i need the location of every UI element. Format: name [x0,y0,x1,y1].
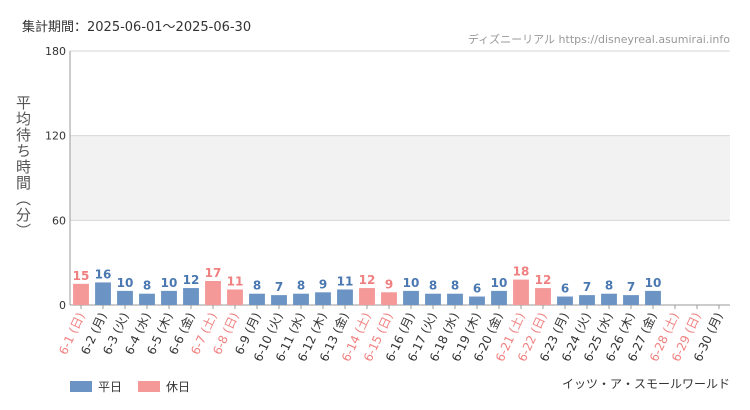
data-label: 7 [275,280,283,294]
bar [469,296,485,305]
bar [73,283,89,305]
data-label: 8 [297,279,305,293]
data-label: 10 [645,276,662,290]
y-tick-label: 60 [52,214,66,227]
data-label: 12 [183,273,200,287]
bar [183,288,199,305]
data-label: 11 [227,274,244,288]
bar [139,293,155,305]
bar [249,293,265,305]
data-label: 15 [73,269,90,283]
bar [359,288,375,305]
legend: 平日 休日 [70,378,206,395]
bar [117,290,133,305]
data-label: 10 [161,276,178,290]
attraction-name: イッツ・ア・スモールワールド [561,377,730,391]
bar [161,290,177,305]
data-label: 6 [473,282,481,296]
source-credit: ディズニーリアル https://disneyreal.asumirai.inf… [467,33,730,46]
bar [513,279,529,305]
grid-band [70,135,730,221]
bar [315,292,331,305]
data-label: 10 [403,276,420,290]
data-label: 12 [359,273,376,287]
legend-item-weekday[interactable]: 平日 [70,378,122,395]
data-label: 7 [583,280,591,294]
data-label: 9 [319,277,327,291]
bar [403,290,419,305]
bar [535,288,551,305]
collection-period: 集計期間：2025-06-01～2025-06-30 [22,20,252,35]
data-label: 6 [561,282,569,296]
data-label: 7 [627,280,635,294]
bar [557,296,573,305]
data-label: 12 [535,273,552,287]
bar [227,289,243,305]
legend-swatch-weekday [70,381,92,392]
data-label: 17 [205,266,222,280]
bar [623,295,639,305]
bar [447,293,463,305]
data-label: 11 [337,274,354,288]
y-tick-label: 120 [45,130,66,143]
y-tick-label: 0 [59,299,66,312]
y-axis-title: 平均待ち時間（分） [14,95,32,239]
data-label: 8 [143,279,151,293]
bar [381,292,397,305]
y-tick-label: 180 [45,45,66,58]
data-label: 8 [605,279,613,293]
data-label: 18 [513,265,530,279]
data-label: 10 [491,276,508,290]
bar [579,295,595,305]
legend-item-holiday[interactable]: 休日 [138,378,190,395]
data-label: 16 [95,267,112,281]
bar [601,293,617,305]
data-label: 9 [385,277,393,291]
bar [271,295,287,305]
data-label: 8 [429,279,437,293]
bar [205,281,221,305]
legend-label-weekday: 平日 [98,380,123,394]
bar [293,293,309,305]
bar [645,290,661,305]
data-label: 8 [253,279,261,293]
bar [491,290,507,305]
legend-swatch-holiday [138,381,161,392]
legend-label-holiday: 休日 [166,380,191,394]
data-label: 10 [117,276,134,290]
bar [337,289,353,305]
bar [95,282,111,305]
data-label: 8 [451,279,459,293]
bar [425,293,441,305]
